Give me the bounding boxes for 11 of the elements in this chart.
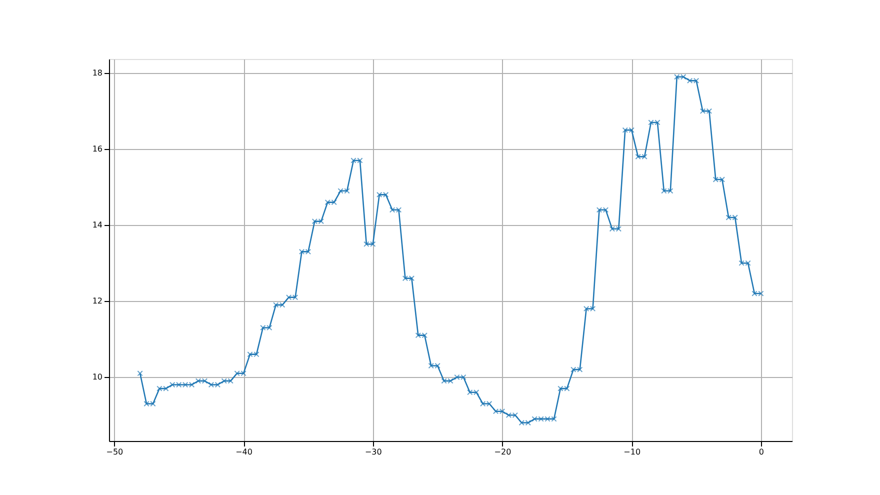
x-tick-label: 0	[758, 448, 764, 456]
y-tick-label: 16	[92, 144, 102, 154]
x-tick-label: −50	[106, 448, 124, 456]
y-tick-label: 12	[92, 296, 102, 306]
y-tick-label: 18	[92, 68, 102, 78]
y-tick-label: 14	[92, 220, 102, 230]
x-tick-label: −20	[494, 448, 512, 456]
y-tick-label: 10	[92, 372, 102, 382]
x-tick-label: −40	[236, 448, 252, 456]
x-tick-label: −30	[364, 448, 382, 456]
x-tick-label: −10	[624, 448, 641, 456]
